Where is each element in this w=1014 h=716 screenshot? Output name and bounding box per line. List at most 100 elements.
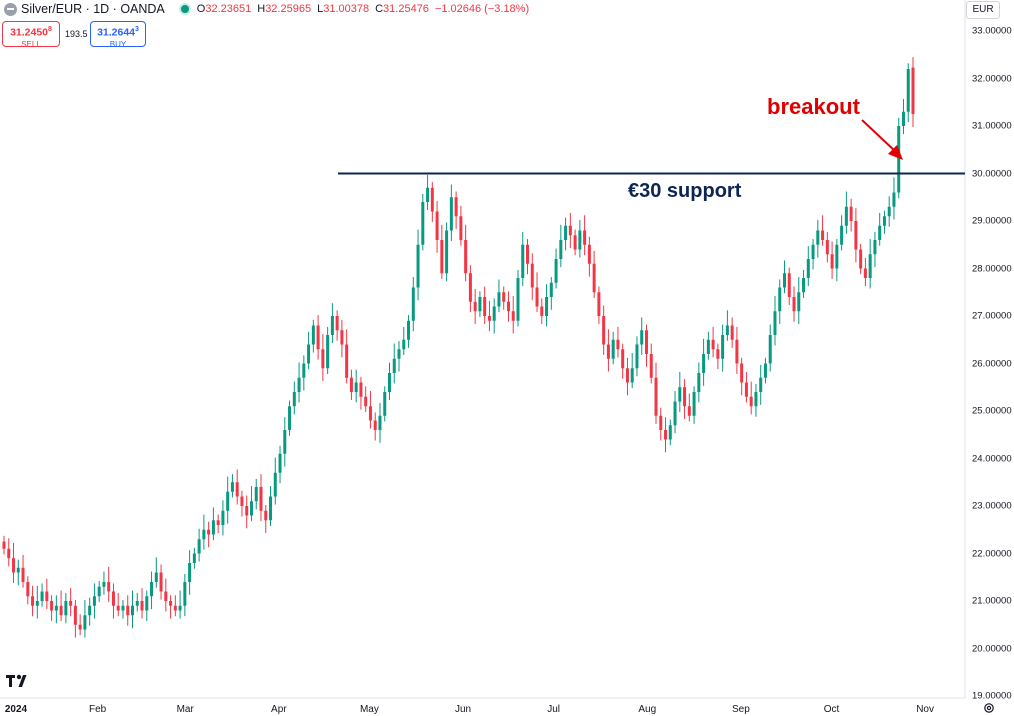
candle-body (230, 482, 234, 492)
candle-body (540, 306, 544, 316)
candle-body (778, 287, 782, 312)
candle-body (897, 126, 901, 193)
candle-body (597, 292, 601, 316)
candle-body (454, 197, 458, 217)
candle-body (487, 316, 491, 321)
candle-body (473, 301, 477, 312)
candle-body (321, 349, 325, 369)
candle-body (31, 596, 35, 606)
candle-body (126, 605, 130, 616)
buy-label: BUY (109, 39, 127, 49)
candle-body (178, 605, 182, 611)
candle-body (740, 363, 744, 383)
settings-gear-icon[interactable] (983, 702, 995, 714)
candle-body (625, 368, 629, 383)
y-tick-label: 23.00000 (972, 500, 1012, 512)
candle-body (459, 216, 463, 240)
high-value: 32.25965 (265, 3, 312, 15)
y-tick-label: 33.00000 (972, 25, 1012, 37)
candle-body (730, 325, 734, 340)
candle-body (445, 230, 449, 274)
candle-body (259, 487, 263, 511)
candle-body (202, 529, 206, 540)
candle-body (787, 273, 791, 297)
candle-body (50, 601, 54, 611)
candle-body (611, 339, 615, 359)
candle-body (64, 601, 68, 616)
candle-body (254, 487, 258, 502)
candle-body (83, 615, 87, 630)
candle-body (759, 377, 763, 392)
candle-body (7, 548, 11, 559)
breakout-arrow-shaft (861, 119, 897, 153)
candle-body (716, 349, 720, 359)
candle-body (292, 392, 296, 407)
y-tick-label: 26.00000 (972, 358, 1012, 369)
candle-body (192, 553, 196, 563)
candle-body (154, 572, 158, 582)
candle-body (802, 278, 806, 293)
candle-body (559, 240, 563, 259)
candle-body (421, 202, 425, 245)
buy-button[interactable]: 31.26443 BUY (90, 21, 146, 49)
change-value: −1.02646 (−3.18%) (434, 3, 530, 15)
currency-selector[interactable]: EUR (966, 1, 1000, 19)
sell-button[interactable]: 31.24508 SELL (2, 21, 60, 49)
candle-body (59, 605, 63, 616)
candle-body (654, 377, 658, 416)
candle-body (216, 520, 220, 525)
candle-body (435, 211, 439, 240)
x-tick-label: Apr (271, 704, 287, 715)
candle-body (783, 273, 787, 288)
candle-body (97, 586, 101, 597)
candle-body (854, 221, 858, 250)
y-tick-label: 22.00000 (972, 548, 1012, 559)
candle-body (687, 406, 691, 416)
candle-body (364, 396, 368, 407)
candle-body (606, 344, 610, 359)
open-label: O (196, 3, 206, 15)
breakout-annotation: breakout (767, 94, 860, 119)
candle-body (135, 601, 139, 606)
candle-body (273, 472, 277, 497)
ohlc-readout: O32.23651 H32.25965 L31.00378 C31.25476 −1.0… (197, 3, 535, 15)
candle-body (288, 406, 292, 430)
symbol-title[interactable]: Silver/EUR · 1D · OANDA (21, 2, 165, 16)
candle-body (621, 349, 625, 369)
high-label: H (257, 3, 266, 15)
x-tick-label: Sep (731, 704, 750, 715)
candle-body (354, 382, 358, 392)
market-status-icon (180, 5, 189, 13)
candle-body (516, 278, 520, 321)
y-tick-label: 25.00000 (972, 405, 1012, 417)
candle-body (411, 287, 415, 321)
candle-body (226, 491, 230, 511)
candle-body (811, 244, 815, 259)
candle-body (145, 596, 149, 611)
y-tick-label: 29.00000 (972, 215, 1012, 227)
sell-price: 31.24508 (10, 26, 52, 39)
candle-body (211, 520, 215, 535)
candle-body (207, 529, 211, 535)
candle-body (840, 225, 844, 245)
candle-body (768, 335, 772, 364)
close-label: C (375, 3, 384, 15)
candle-body (825, 240, 829, 255)
candle-body (78, 624, 82, 630)
low-label: L (317, 3, 324, 15)
candle-body (659, 415, 663, 430)
candle-body (464, 240, 468, 274)
candle-body (725, 325, 729, 335)
candle-body (335, 316, 339, 331)
candle-body (721, 335, 725, 359)
candle-body (744, 382, 748, 397)
candle-body (564, 225, 568, 240)
candle-body (878, 225, 882, 240)
candle-body (140, 601, 144, 611)
candle-body (592, 263, 596, 293)
y-tick-label: 31.00000 (972, 120, 1012, 132)
candle-body (706, 339, 710, 354)
candle-body (754, 392, 758, 407)
candle-body (307, 344, 311, 364)
